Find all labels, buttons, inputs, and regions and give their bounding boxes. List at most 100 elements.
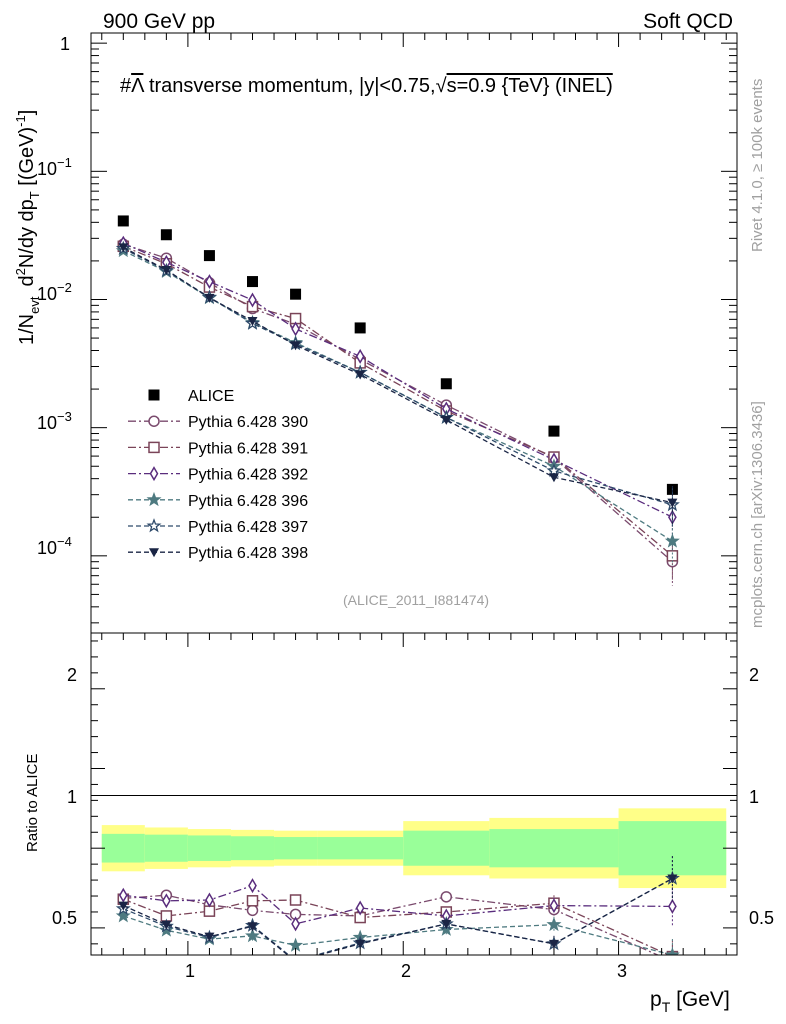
ratio-point-397-4 <box>294 952 297 955</box>
ratio-point-392-3 <box>248 878 257 894</box>
ratio-line-397 <box>123 877 673 955</box>
main-point-398-8 <box>667 498 678 508</box>
ratio-point-398-0 <box>118 901 129 911</box>
ratio-point-392-1 <box>161 893 171 909</box>
legend-label-397: Pythia 6.428 397 <box>188 519 308 536</box>
ratio-panel-frame <box>90 632 738 956</box>
ratio-point-396-7 <box>546 916 562 932</box>
ratio-point-391-3 <box>246 895 259 907</box>
legend-marker-390 <box>148 415 160 427</box>
band-inner-bin-2 <box>187 835 231 861</box>
legend-marker-398 <box>149 548 159 558</box>
ratio-point-392-4 <box>291 916 300 932</box>
ratio-tick-1-right: 1 <box>749 787 759 807</box>
ratio-panel-series <box>115 856 680 966</box>
ratio-point-398-4 <box>291 957 301 966</box>
x-tick-label-1: 1 <box>185 961 195 981</box>
y-tick-label-1: 1 <box>60 34 70 54</box>
main-line-398 <box>122 246 673 504</box>
ratio-point-398-7 <box>548 939 559 949</box>
ratio-point-392-7 <box>549 898 559 914</box>
analysis-id: (ALICE_2011_I881474) <box>343 592 489 608</box>
ratio-tick-2-left: 2 <box>67 665 77 685</box>
x-tick-label-2: 2 <box>401 961 411 981</box>
ratio-uncertainty-bands <box>101 808 727 889</box>
band-inner-bin-5 <box>317 837 404 860</box>
main-point-396-8 <box>664 533 680 548</box>
main-panel-frame <box>90 32 738 634</box>
main-point-alice-4 <box>290 288 302 300</box>
y-tick-label-1e-3: 10−3 <box>37 409 72 433</box>
ratio-point-398-8 <box>667 874 678 884</box>
ratio-tick-1-left: 1 <box>67 787 77 807</box>
plot-title: #Λ transverse momentum, |y|<0.75,√s=0.9 … <box>120 75 613 97</box>
ratio-point-398-6 <box>441 919 452 929</box>
main-point-alice-6 <box>440 378 452 390</box>
main-y-tick-labels: 1 10−1 10−2 10−3 10−4 <box>37 34 72 558</box>
ratio-tick-05-right: 0.5 <box>749 908 774 928</box>
ratio-tick-2-right: 2 <box>749 665 759 685</box>
main-panel-series <box>115 215 680 586</box>
ratio-y-tick-labels: 2 1 0.5 2 1 0.5 <box>52 665 774 928</box>
ratio-point-398-3 <box>247 922 258 932</box>
main-point-398-5 <box>355 370 366 380</box>
legend-label-alice: ALICE <box>188 388 234 405</box>
legend-label-392: Pythia 6.428 392 <box>188 467 308 484</box>
main-point-398-4 <box>290 341 301 351</box>
ratio-point-398-2 <box>204 932 215 942</box>
band-inner-bin-8 <box>618 821 727 876</box>
main-point-392-5 <box>355 348 365 364</box>
x-tick-labels: 1 2 3 <box>185 961 627 981</box>
mcplots-label: mcplots.cern.ch [arXiv:1306.3436] <box>749 401 766 628</box>
header-right: Soft QCD <box>643 10 733 33</box>
main-point-alice-7 <box>548 425 560 437</box>
ratio-point-396-1 <box>158 922 174 937</box>
legend-label-398: Pythia 6.428 398 <box>188 545 308 562</box>
header-left: 900 GeV pp <box>103 10 215 33</box>
ratio-tick-05-left: 0.5 <box>52 908 77 928</box>
ratio-point-390-3 <box>246 904 259 917</box>
y-tick-label-1e-2: 10−2 <box>37 280 72 304</box>
legend-marker-392 <box>149 466 159 482</box>
legend-marker-alice <box>148 389 160 401</box>
ratio-point-392-8 <box>668 898 677 914</box>
ratio-axis-label: Ratio to ALICE <box>24 754 41 852</box>
main-point-398-1 <box>161 265 172 275</box>
ratio-point-392-2 <box>205 892 214 908</box>
legend-marker-397 <box>146 518 162 533</box>
band-inner-bin-7 <box>489 829 619 868</box>
legend-label-391: Pythia 6.428 391 <box>188 440 308 457</box>
main-point-alice-0 <box>117 215 129 227</box>
band-inner-bin-4 <box>274 837 318 860</box>
main-point-392-2 <box>205 274 214 290</box>
ratio-point-392-5 <box>355 900 365 916</box>
main-point-alice-2 <box>203 250 215 262</box>
lambda-bar-symbol: Λ <box>131 75 145 97</box>
legend: ALICE Pythia 6.428 390 Pythia 6.428 391 Pyt… <box>128 388 308 562</box>
main-point-391-8 <box>666 550 679 562</box>
main-point-398-2 <box>204 293 215 303</box>
legend-label-396: Pythia 6.428 396 <box>188 493 308 510</box>
main-point-398-0 <box>118 243 129 253</box>
legend-marker-391 <box>148 441 160 454</box>
main-point-alice-3 <box>247 276 258 288</box>
legend-label-390: Pythia 6.428 390 <box>188 414 308 431</box>
main-point-alice-1 <box>160 229 172 241</box>
ratio-point-396-4 <box>288 937 304 952</box>
ratio-line-398 <box>123 877 673 955</box>
main-point-alice-5 <box>354 322 366 334</box>
ratio-point-396-8 <box>664 947 680 955</box>
band-inner-bin-3 <box>230 836 275 861</box>
band-inner-bin-6 <box>403 830 490 866</box>
main-point-398-6 <box>441 415 452 425</box>
legend-marker-396 <box>146 491 162 507</box>
main-point-398-3 <box>247 316 258 326</box>
ratio-point-396-3 <box>245 927 260 943</box>
ratio-point-390-6 <box>440 891 453 903</box>
ratio-point-398-5 <box>355 939 366 949</box>
y-axis-label: 1/Nevtd2N/dy dpT [(GeV)-1] <box>13 110 42 345</box>
band-inner-bin-1 <box>144 834 188 862</box>
ratio-point-391-4 <box>289 894 302 906</box>
axis-ticks <box>91 33 737 955</box>
